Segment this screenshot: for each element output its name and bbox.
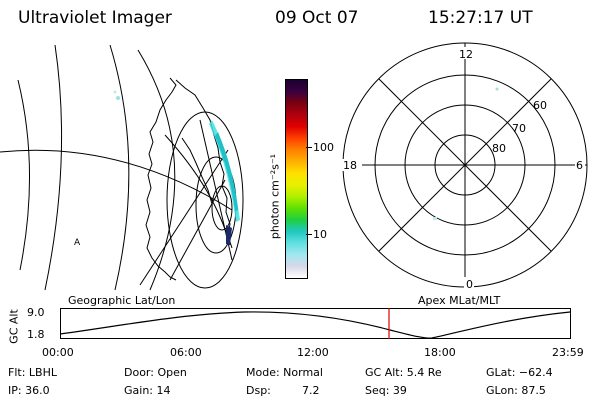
info-dsp-value: 7.2 [302, 384, 320, 397]
mlt-label-6: 6 [576, 159, 583, 172]
lat-label-80: 80 [492, 142, 506, 155]
colorbar-gradient [286, 80, 307, 278]
colorbar-tick-mark [306, 234, 312, 235]
coastline [175, 79, 233, 249]
alt-plot-xtick-0600: 06:00 [170, 346, 202, 359]
info-filter: Flt: LBHL [8, 366, 57, 379]
meridian-arc [44, 44, 63, 291]
geo-marker: A [74, 238, 81, 248]
alt-plot-xtick-1200: 12:00 [297, 346, 329, 359]
altitude-plot-frame [60, 308, 571, 339]
alt-plot-xtick-1800: 18:00 [424, 346, 456, 359]
alt-plot-xtick-0000: 00:00 [42, 346, 74, 359]
coastline [181, 137, 213, 205]
meridian-arc [137, 49, 176, 291]
meridian-line [169, 179, 226, 281]
info-mode: Mode: Normal [246, 366, 323, 379]
info-seq: Seq: 39 [365, 384, 407, 397]
colorbar-tick-10: 10 [313, 228, 327, 241]
geo-panel-label: Geographic Lat/Lon [68, 294, 176, 307]
colorbar-tick-mark [306, 147, 312, 148]
mlt-label-0: 0 [466, 278, 473, 291]
alt-plot-xtick-2359: 23:59 [552, 346, 584, 359]
info-gc-alt: GC Alt: 5.4 Re [365, 366, 442, 379]
alt-plot-ymax: 9.0 [27, 306, 45, 319]
altitude-curve [60, 311, 571, 339]
geographic-view: A [0, 44, 244, 291]
mlt-label-12: 12 [459, 48, 473, 61]
mlt-label-18: 18 [343, 159, 357, 172]
colorbar-unit-label: photon cm⁻²s⁻¹ [268, 153, 282, 240]
time-label: 15:27:17 UT [428, 8, 533, 28]
colorbar [285, 79, 308, 279]
info-glon: GLon: 87.5 [486, 384, 546, 397]
date-label: 09 Oct 07 [275, 8, 359, 28]
latitude-line [0, 149, 233, 211]
info-dsp-label: Dsp: [246, 384, 271, 397]
coastline [145, 77, 177, 281]
info-glat: GLat: −62.4 [486, 366, 553, 379]
instrument-title: Ultraviolet Imager [18, 8, 172, 28]
meridian-arc [17, 79, 30, 271]
info-door: Door: Open [124, 366, 187, 379]
alt-plot-ymin: 1.8 [27, 328, 45, 341]
info-ip: IP: 36.0 [8, 384, 50, 397]
alt-plot-ylabel: GC Alt [7, 309, 21, 344]
polar-plot: 12 18 6 0 60 70 80 [342, 42, 588, 291]
info-gain: Gain: 14 [124, 384, 171, 397]
lat-label-70: 70 [512, 122, 526, 135]
meridian-arc [109, 44, 130, 291]
polar-panel-label: Apex MLat/MLT [418, 294, 501, 307]
meridian-line [139, 149, 229, 286]
altitude-plot [60, 308, 571, 339]
colorbar-tick-100: 100 [313, 141, 334, 154]
polar-diagonal [378, 78, 552, 252]
lat-label-60: 60 [533, 99, 547, 112]
auroral-emission [113, 90, 240, 245]
